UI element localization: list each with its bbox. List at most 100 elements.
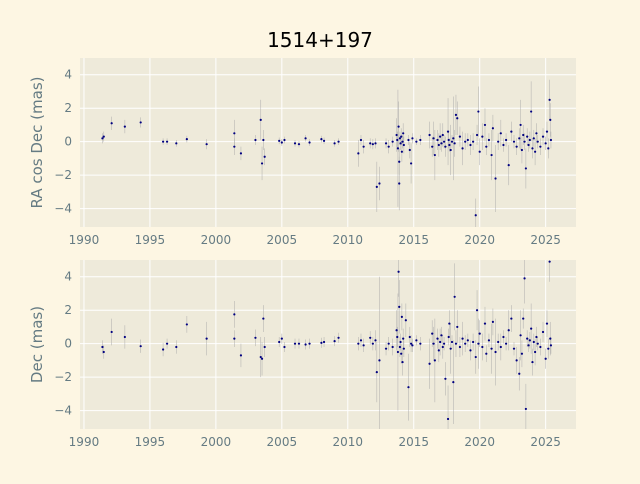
data-point xyxy=(530,110,533,113)
data-point xyxy=(398,345,401,349)
data-point xyxy=(446,417,450,421)
data-point xyxy=(531,360,534,364)
data-point xyxy=(398,137,401,140)
data-point xyxy=(432,342,435,345)
data-point xyxy=(431,145,434,148)
data-point xyxy=(491,127,494,130)
x-tick-label: 1990 xyxy=(69,435,100,449)
data-point xyxy=(362,145,365,148)
data-point xyxy=(320,138,323,141)
data-point xyxy=(539,145,542,148)
data-point xyxy=(410,342,413,345)
data-point xyxy=(397,125,400,128)
data-point xyxy=(357,342,360,345)
data-point xyxy=(520,352,524,355)
data-point xyxy=(399,142,402,145)
data-point xyxy=(233,132,236,135)
data-point xyxy=(400,352,403,355)
data-point xyxy=(419,342,422,345)
data-point xyxy=(374,339,377,342)
data-point xyxy=(440,334,443,337)
y-tick-label: 4 xyxy=(64,68,72,82)
data-point xyxy=(472,140,475,143)
data-point xyxy=(447,335,450,339)
data-point xyxy=(549,118,552,122)
data-point xyxy=(139,345,142,348)
data-point xyxy=(544,357,547,360)
data-point xyxy=(440,142,443,145)
x-tick-label: 2020 xyxy=(464,233,495,247)
data-point xyxy=(464,140,467,143)
data-point xyxy=(337,336,340,339)
data-point xyxy=(439,340,442,344)
data-point xyxy=(507,329,510,332)
data-point xyxy=(260,162,264,165)
y-tick-label: 0 xyxy=(64,337,72,351)
data-point xyxy=(102,350,105,354)
data-point xyxy=(369,142,372,145)
data-point xyxy=(491,320,494,324)
y-tick-label: 0 xyxy=(64,135,72,149)
data-point xyxy=(524,167,527,170)
data-point xyxy=(494,350,497,354)
data-point xyxy=(102,135,105,138)
data-point xyxy=(110,122,113,125)
data-point xyxy=(401,140,404,143)
data-point xyxy=(469,349,472,352)
data-point xyxy=(539,345,542,349)
data-point xyxy=(278,340,281,344)
data-point xyxy=(322,139,326,142)
data-point xyxy=(466,339,469,342)
data-point xyxy=(535,132,538,135)
data-point xyxy=(185,323,188,326)
panel-2: 1990 1995 2000 2005 2010 2015 2020 2025 −4 −2 0 2 4 D… xyxy=(28,260,576,449)
data-point xyxy=(333,142,336,145)
data-point xyxy=(415,140,418,143)
data-point xyxy=(518,372,521,375)
data-point xyxy=(485,352,488,355)
data-point xyxy=(304,343,307,346)
data-point xyxy=(375,185,378,188)
data-point xyxy=(519,334,522,337)
data-point xyxy=(260,357,264,360)
data-point xyxy=(483,123,487,127)
data-point xyxy=(411,137,414,140)
data-point xyxy=(447,138,450,142)
data-point xyxy=(522,133,525,137)
y-tick-label: 2 xyxy=(64,101,72,115)
data-point xyxy=(477,342,480,345)
data-point xyxy=(519,123,522,127)
data-point xyxy=(304,137,307,140)
data-point xyxy=(477,110,480,113)
data-point xyxy=(162,140,165,143)
data-point xyxy=(402,143,405,147)
data-point xyxy=(547,347,550,350)
data-point xyxy=(400,135,403,138)
data-point xyxy=(408,335,411,339)
data-point xyxy=(515,145,518,148)
y-axis-label: Dec (mas) xyxy=(28,306,46,383)
data-point xyxy=(402,347,405,350)
data-point xyxy=(442,342,446,345)
data-point xyxy=(499,132,502,135)
data-point xyxy=(297,143,301,146)
data-point xyxy=(437,143,440,147)
data-point xyxy=(433,359,436,362)
data-point xyxy=(450,140,454,143)
data-point xyxy=(378,359,381,362)
data-point xyxy=(466,138,469,142)
x-tick-label: 2010 xyxy=(333,435,364,449)
data-point xyxy=(515,359,518,362)
data-point xyxy=(407,386,410,389)
data-point xyxy=(502,335,505,339)
y-tick-label: 2 xyxy=(64,303,72,317)
data-point xyxy=(387,145,390,148)
x-tick-label: 2015 xyxy=(398,435,429,449)
x-tick-label: 2020 xyxy=(464,435,495,449)
data-point xyxy=(239,152,243,155)
data-point xyxy=(410,162,413,165)
y-axis-label: RA cos Dec (mas) xyxy=(28,77,46,209)
data-point xyxy=(448,143,451,147)
y-tick-label: 4 xyxy=(64,270,72,284)
